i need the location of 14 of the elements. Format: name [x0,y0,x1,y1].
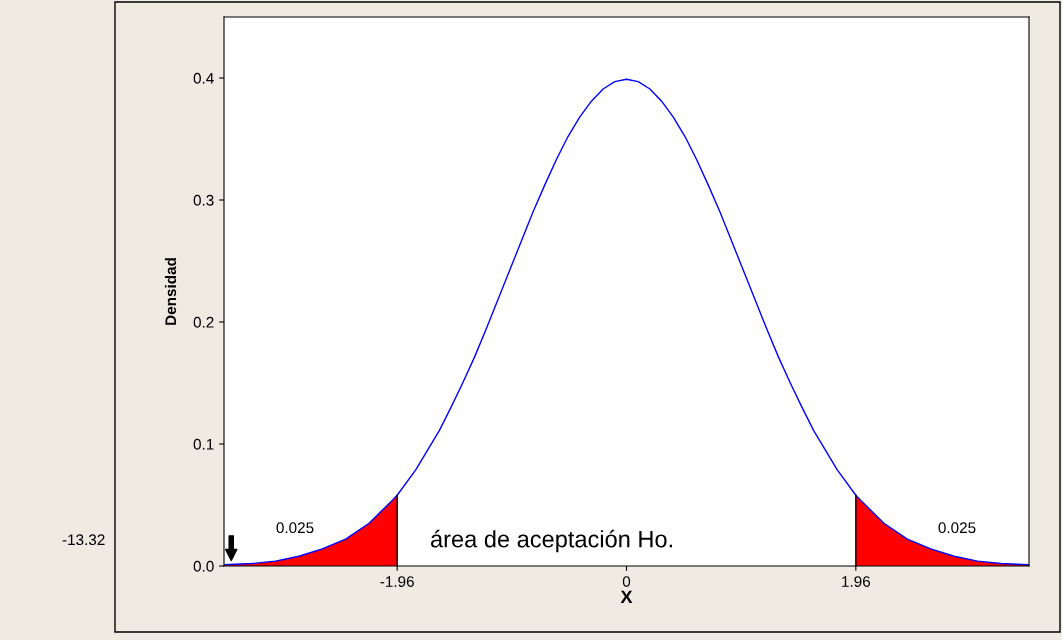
y-tick-label: 0.4 [193,72,214,84]
y-tick-label: 0.3 [193,194,214,206]
y-tick-label: 0.1 [193,438,214,450]
y-axis-title: Densidad [164,258,177,325]
x-tick-label: -1.96 [380,576,414,587]
annotation: 0.025 [938,522,976,534]
x-tick-label: 1.96 [842,576,871,587]
text: -13.32 [62,534,105,546]
y-tick-label: 0.2 [193,316,214,328]
x-axis-title: X [620,590,633,604]
annotation: área de aceptación Ho. [431,529,672,553]
annotation: 0.025 [276,522,314,534]
y-tick-label: 0.0 [193,560,214,572]
x-tick-label: 0 [622,576,631,587]
